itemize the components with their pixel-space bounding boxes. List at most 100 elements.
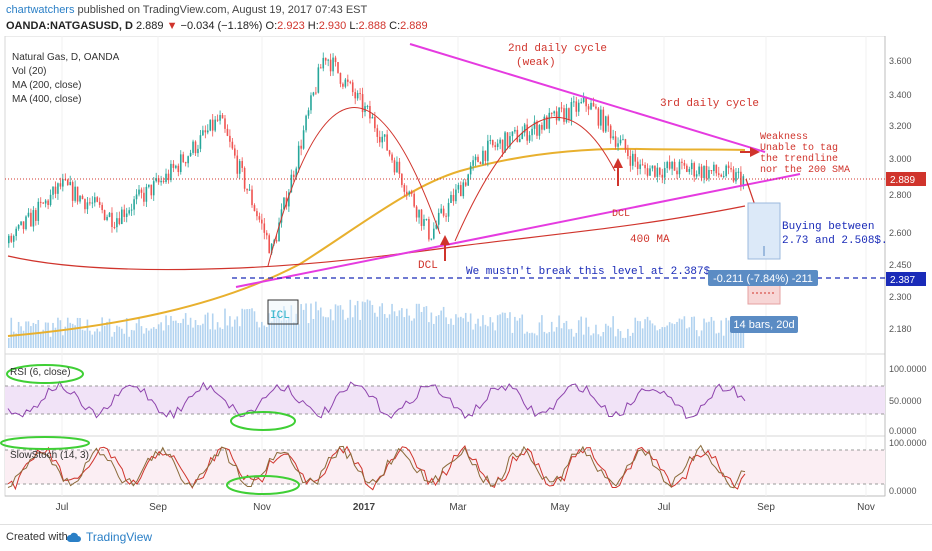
volume-bar	[715, 333, 718, 348]
ma400-label: 400 MA	[630, 234, 670, 246]
candle-body	[654, 165, 656, 177]
candle-body	[268, 235, 271, 254]
chart-header: chartwatchers published on TradingView.c…	[0, 0, 932, 36]
volume-bar	[511, 332, 514, 348]
weakness-line-3: the trendline	[760, 153, 838, 165]
candle-body	[62, 179, 64, 187]
volume-bar	[219, 327, 221, 348]
candle-body	[292, 174, 295, 178]
volume-bar	[189, 317, 192, 348]
candle-body	[580, 102, 583, 104]
candle-body	[543, 116, 546, 130]
stoch-tick: 100.0000	[889, 438, 927, 448]
volume-bar	[49, 336, 52, 348]
candle-body	[224, 118, 226, 129]
candle-body	[300, 145, 302, 149]
ohlc-line: OANDA:NATGASUSD, D 2.889 ▼ −0.034 (−1.18…	[6, 20, 428, 32]
low-label: L:	[349, 20, 359, 32]
volume-bar	[315, 301, 317, 348]
rsi-tick: 100.0000	[889, 364, 927, 374]
candle-body	[609, 125, 612, 139]
volume-bar	[713, 320, 715, 348]
volume-bar	[81, 329, 84, 348]
volume-bar	[420, 311, 423, 348]
candle-body	[450, 194, 452, 203]
volume-bar	[20, 326, 22, 348]
time-tick: Sep	[757, 502, 775, 513]
candle-body	[89, 202, 91, 204]
volume-bar	[541, 315, 543, 348]
price-axis: 3.600 3.400 3.200 3.000 2.800 2.600 2.45…	[889, 56, 912, 334]
candle-body	[671, 161, 673, 169]
volume-bar	[204, 314, 207, 348]
volume-bar	[700, 330, 703, 348]
volume-bar	[619, 331, 622, 348]
candle-body	[553, 111, 555, 114]
price-tick: 2.800	[889, 190, 912, 200]
volume-bar	[305, 303, 307, 348]
candle-body	[118, 218, 121, 224]
candle-body	[548, 112, 551, 129]
stoch-k-line	[7, 444, 746, 489]
candle-body	[590, 102, 592, 110]
candle-body	[342, 83, 344, 87]
candle-body	[177, 165, 180, 173]
volume-bar	[565, 320, 568, 348]
resistance-trendline[interactable]	[409, 43, 766, 153]
volume-bar	[285, 320, 288, 348]
candle-body	[283, 197, 285, 210]
candle-body	[349, 81, 352, 83]
volume-bar	[430, 312, 433, 348]
candle-body	[703, 165, 705, 178]
candle-body	[265, 232, 268, 236]
candle-body	[430, 238, 433, 240]
candle-body	[514, 129, 516, 132]
candle-body	[263, 223, 266, 233]
publisher-name[interactable]: chartwatchers	[6, 4, 75, 16]
volume-bar	[538, 322, 541, 348]
candle-body	[742, 176, 745, 187]
candle-body	[550, 112, 553, 114]
volume-bar	[514, 316, 516, 348]
candle-body	[290, 174, 293, 193]
candle-body	[54, 186, 57, 194]
volume-bar	[479, 326, 482, 348]
volume-bar	[184, 313, 187, 348]
volume-bar	[37, 320, 40, 348]
volume-bar	[624, 337, 627, 348]
volume-bar	[170, 316, 172, 348]
price-change: −0.034 (−1.18%)	[180, 20, 263, 32]
candle-body	[612, 136, 614, 139]
grid-lines	[61, 36, 867, 496]
volume-bar	[214, 329, 216, 348]
tradingview-brand[interactable]: TradingView	[86, 530, 153, 544]
volume-bar	[575, 332, 578, 348]
candle-body	[536, 121, 538, 136]
candle-body	[74, 186, 76, 201]
volume-bar	[388, 314, 391, 348]
candle-body	[57, 183, 59, 194]
volume-bar	[484, 324, 487, 348]
measure-bars-badge	[730, 316, 798, 333]
volume-bar	[573, 336, 575, 348]
candle-body	[619, 139, 622, 144]
candle-body	[393, 160, 396, 173]
volume-bar	[74, 325, 76, 348]
volume-bar	[290, 305, 293, 348]
volume-bar	[263, 325, 266, 348]
candle-body	[570, 102, 573, 121]
support-trendline[interactable]	[235, 173, 801, 288]
candle-body	[489, 139, 492, 141]
volume-bar	[133, 330, 135, 348]
candle-body	[221, 115, 224, 119]
price-chart[interactable]: 2nd daily cycle (weak) 3rd daily cycle W…	[0, 36, 932, 524]
candle-body	[659, 167, 661, 175]
volume-bar	[71, 323, 74, 348]
volume-bar	[386, 317, 388, 348]
volume-bar	[555, 327, 558, 348]
volume-bar	[740, 318, 742, 348]
volume-bar	[381, 303, 384, 348]
candle-body	[686, 165, 688, 172]
volume-bar	[725, 317, 727, 348]
candle-body	[568, 108, 570, 121]
